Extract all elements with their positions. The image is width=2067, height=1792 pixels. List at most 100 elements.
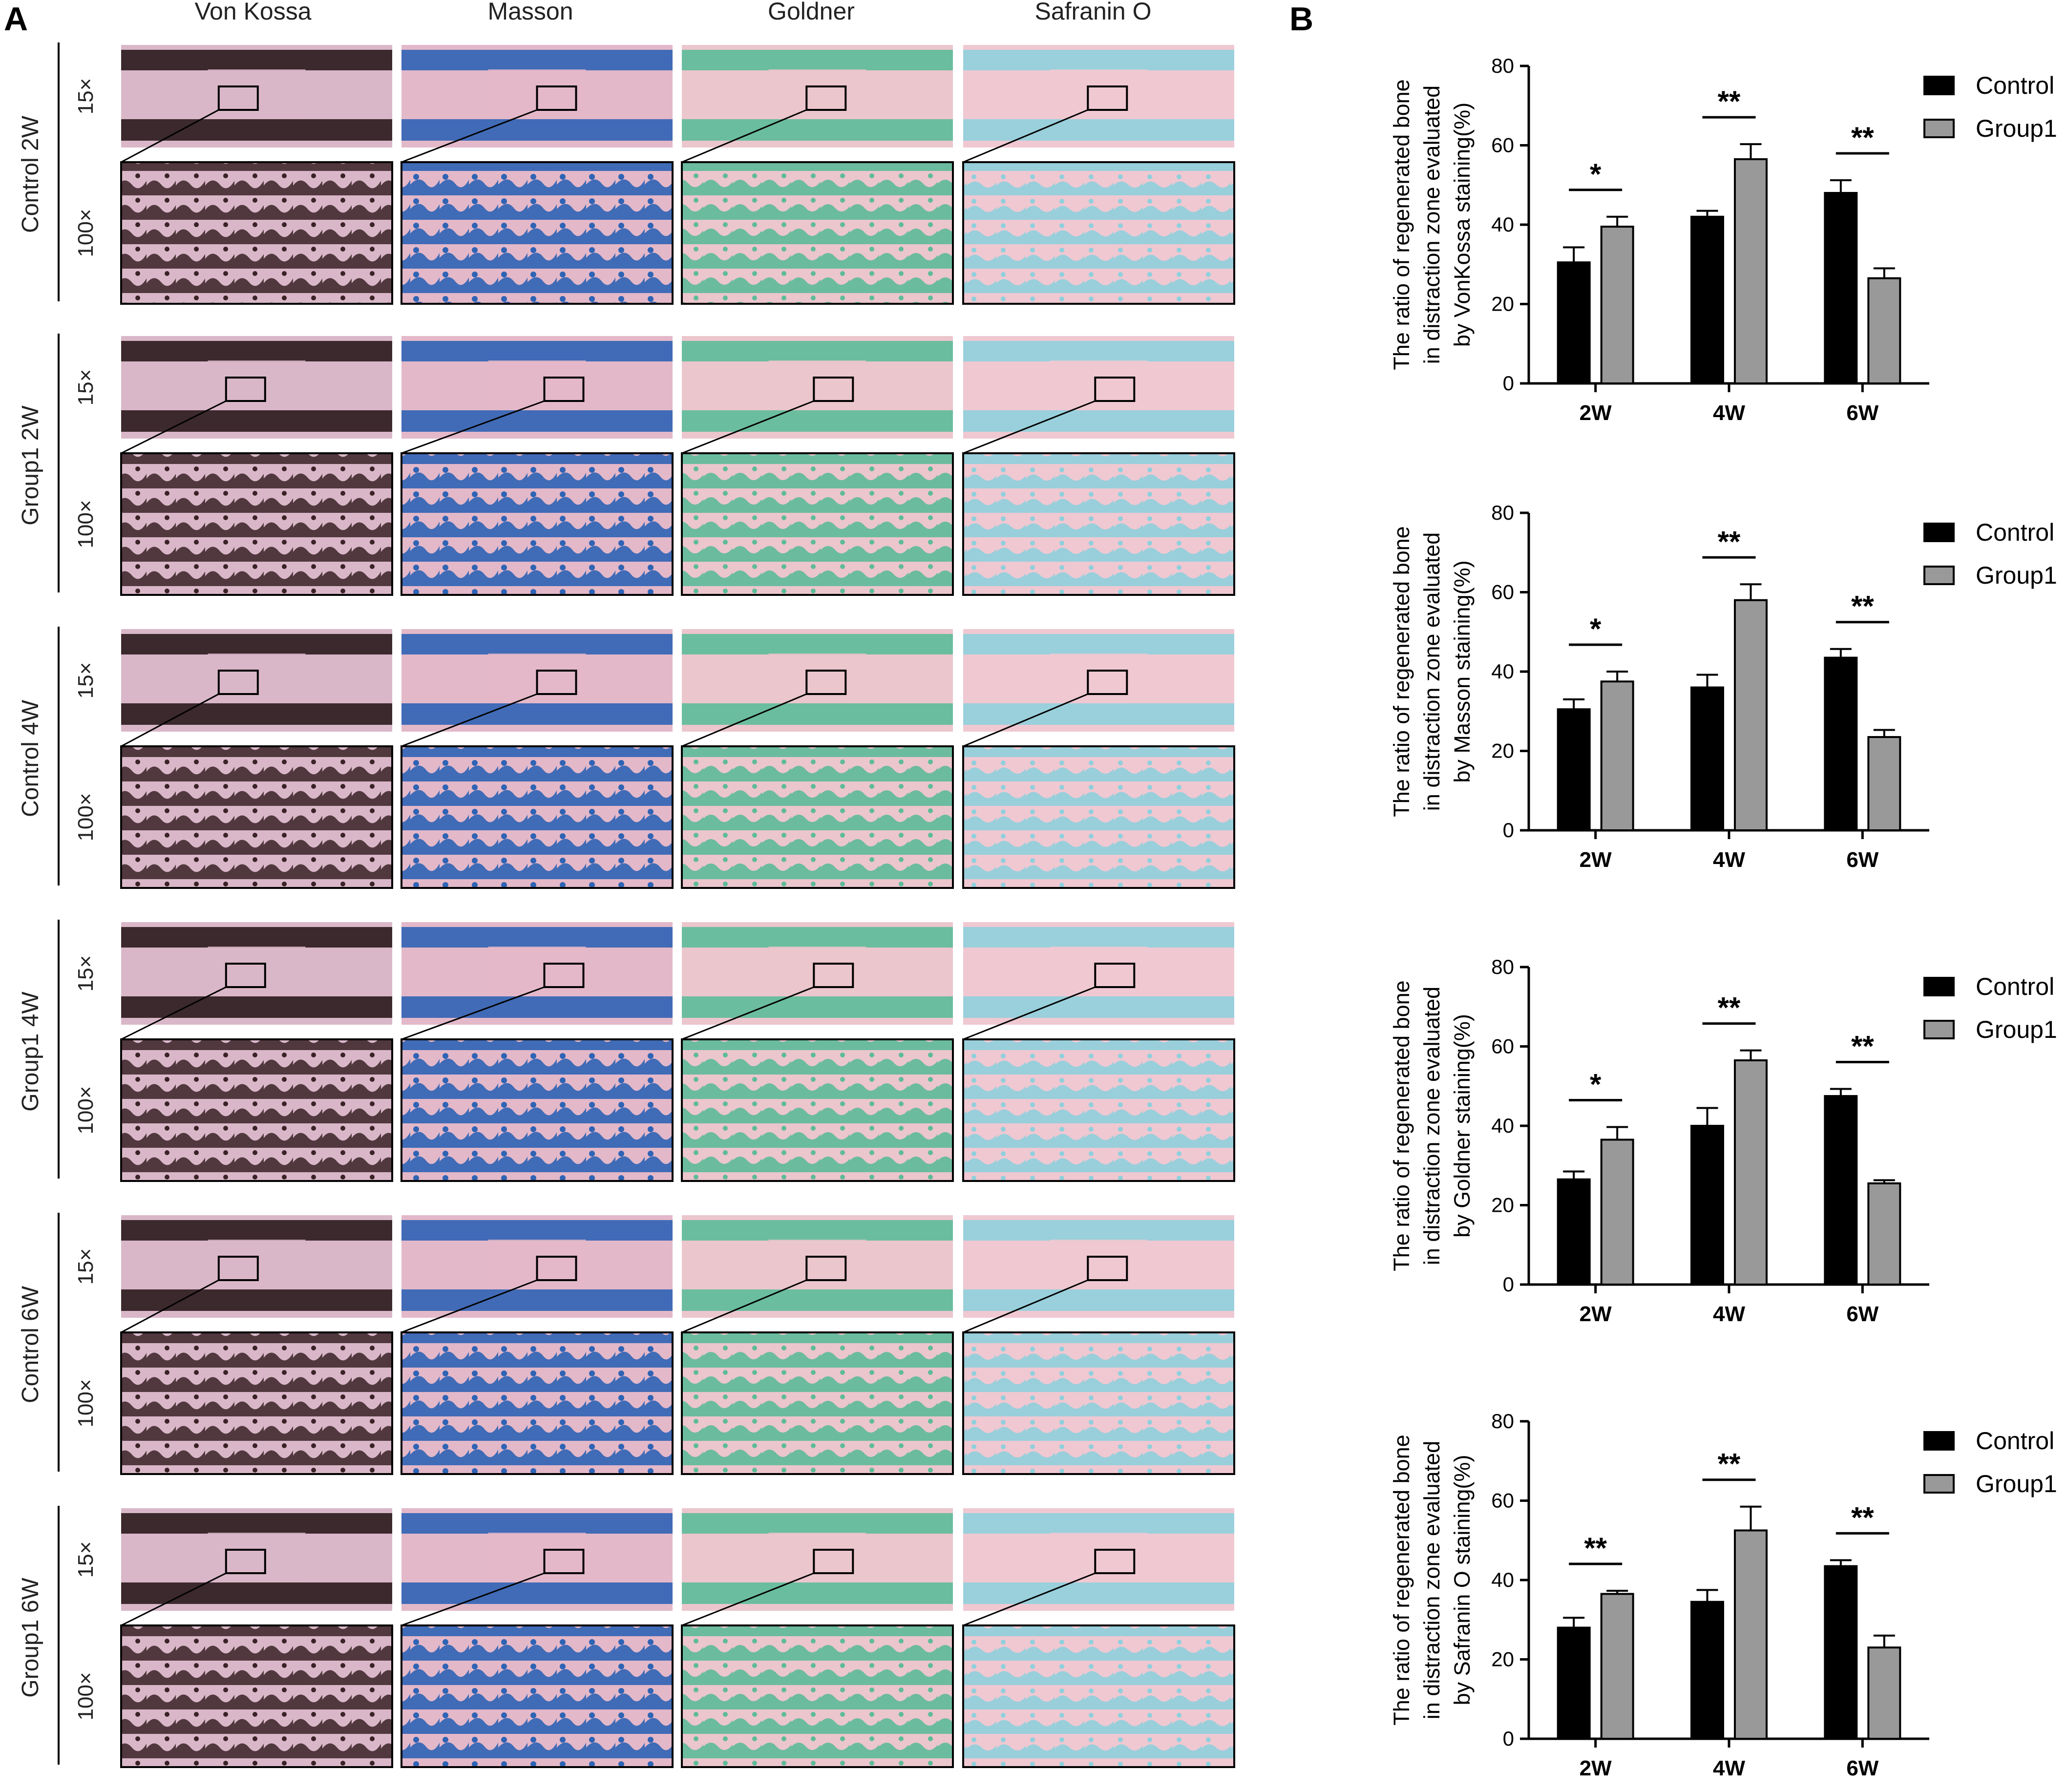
x-tick-label: 4W [1713, 401, 1745, 425]
y-axis-label: by Safranin O staining(%) [1450, 1455, 1475, 1706]
y-axis-label: in distraction zone evaluated [1419, 85, 1444, 364]
bar [1600, 1593, 1634, 1740]
legend-swatch [1923, 566, 1955, 585]
histology-image-high [401, 161, 674, 305]
histology-image-high [681, 745, 954, 889]
panel-b-charts: The ratio of regenerated bone in distract… [1389, 54, 2057, 1780]
histology-image-low [401, 1508, 673, 1611]
legend-label: Control [1976, 519, 2054, 546]
zoom-box [805, 670, 847, 695]
histology-image-high [120, 1624, 393, 1768]
zoom-box [543, 1549, 585, 1574]
zoom-connector [681, 109, 807, 163]
zoom-connector [121, 1279, 219, 1333]
histology-image-low [963, 336, 1234, 439]
zoom-box [536, 85, 577, 111]
column-label-safranin-o: Safranin O [1034, 0, 1151, 25]
y-axis-label: The ratio of regenerated bone [1389, 1434, 1414, 1725]
y-tick-label: 80 [1491, 955, 1514, 978]
histology-image-high [962, 452, 1235, 596]
y-tick-label: 80 [1491, 1410, 1514, 1433]
zoom-connector [963, 1279, 1088, 1333]
zoom-box [1094, 963, 1136, 988]
y-axis-label: by Masson staining(%) [1450, 560, 1475, 782]
histology-image-low [121, 629, 392, 732]
histology-row: Control 2W 15× 100× [18, 42, 1235, 305]
bar [1867, 277, 1901, 384]
histology-row: Group1 6W 15× 100× [18, 1506, 1235, 1768]
histology-row: Group1 2W 15× 100× [18, 334, 1235, 596]
column-label-von-kossa: Von Kossa [194, 0, 311, 25]
magnification-label: 15× [74, 1248, 98, 1285]
histology-image-high [401, 745, 674, 889]
bar [1600, 680, 1634, 831]
legend-swatch [1923, 977, 1955, 996]
significance-marker: ** [1718, 85, 1741, 118]
y-axis-label: by VonKossa staining(%) [1450, 103, 1475, 347]
histology-image-low [401, 45, 673, 148]
histology-image-low [401, 629, 673, 732]
y-axis-label: The ratio of regenerated bone [1389, 980, 1414, 1271]
zoom-box [813, 1549, 854, 1574]
x-tick-label: 2W [1580, 1756, 1612, 1780]
histology-image-low [682, 1508, 953, 1611]
bar-chart: The ratio of regenerated bone in distract… [1389, 955, 2057, 1326]
zoom-connector [681, 1572, 814, 1626]
zoom-connector [121, 986, 227, 1040]
legend-swatch [1923, 1474, 1955, 1494]
bar [1867, 736, 1901, 831]
histology-image-high [681, 161, 954, 305]
y-tick-label: 40 [1491, 660, 1514, 683]
zoom-connector [401, 986, 545, 1040]
zoom-box [805, 1256, 847, 1281]
magnification-label: 15× [74, 1541, 98, 1578]
legend-swatch [1923, 76, 1955, 95]
bar [1867, 1182, 1901, 1286]
histology-image-high [120, 745, 393, 889]
zoom-connector [963, 400, 1096, 454]
histology-image-low [121, 1215, 392, 1318]
zoom-connector [401, 693, 538, 747]
histology-image-low [401, 336, 673, 439]
bar [1557, 1626, 1591, 1740]
zoom-box [1087, 85, 1128, 111]
bar [1734, 158, 1768, 384]
bar-chart: The ratio of regenerated bone in distract… [1389, 501, 2057, 872]
bar [1734, 599, 1768, 831]
histology-image-high [962, 1331, 1235, 1475]
bar [1690, 1601, 1724, 1740]
zoom-connector [681, 986, 814, 1040]
zoom-connector [963, 986, 1096, 1040]
histology-image-low [963, 1215, 1234, 1318]
bar [1867, 1646, 1901, 1740]
zoom-connector [681, 1279, 807, 1333]
zoom-box [536, 1256, 577, 1281]
histology-image-low [682, 45, 953, 148]
legend-label: Group1 [1976, 1016, 2057, 1043]
zoom-connector [963, 109, 1088, 163]
histology-image-high [120, 452, 393, 596]
magnification-label: 100× [74, 500, 98, 548]
bar [1824, 1565, 1858, 1740]
row-label: Control 6W [18, 1286, 43, 1403]
y-axis-label: in distraction zone evaluated [1419, 987, 1444, 1265]
x-tick-label: 6W [1846, 1756, 1878, 1780]
y-tick-label: 60 [1491, 134, 1514, 157]
significance-marker: ** [1851, 590, 1874, 623]
zoom-connector [401, 109, 538, 163]
magnification-label: 15× [74, 369, 98, 406]
y-tick-label: 0 [1503, 819, 1514, 842]
significance-marker: ** [1851, 1030, 1874, 1062]
zoom-box [1087, 670, 1128, 695]
y-tick-label: 40 [1491, 1114, 1514, 1137]
bar [1600, 226, 1634, 384]
zoom-box [1094, 377, 1136, 402]
y-axis-label: by Goldner staining(%) [1450, 1014, 1475, 1238]
y-tick-label: 0 [1503, 1727, 1514, 1750]
zoom-connector [121, 400, 227, 454]
zoom-box [225, 377, 266, 402]
zoom-box [1087, 1256, 1128, 1281]
bar [1734, 1059, 1768, 1286]
legend-swatch [1923, 1431, 1955, 1451]
